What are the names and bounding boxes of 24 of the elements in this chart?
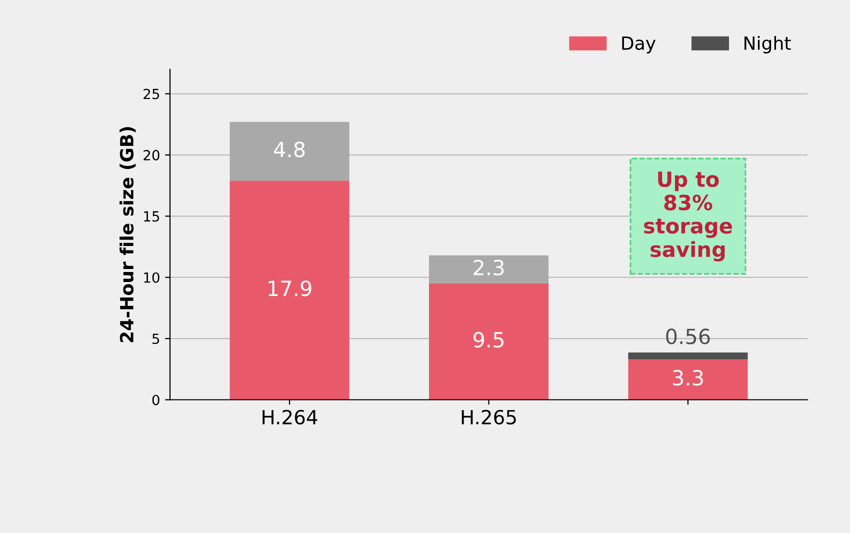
y-tick-label: 15 [144,211,160,222]
x-tick-label: H.264 [262,410,318,425]
y-tick-label: 10 [144,272,160,283]
data-label: 0.56 [666,328,710,344]
y-tick-label: 25 [144,88,160,100]
legend-label: Day [622,36,656,54]
bar [230,122,350,181]
x-tick-label: H.265 [462,410,516,425]
data-label: 9.5 [473,332,504,348]
data-label: 3.3 [672,370,703,386]
bar [428,283,549,400]
data-label: 2.3 [474,260,504,276]
data-label: 17.9 [268,280,312,296]
annotation: Up to 83% storage saving [644,172,732,262]
y-tick-label: 20 [144,150,160,160]
y-axis-title: 24-Hour file size (GB) [120,127,136,342]
bar [230,180,350,400]
y-tick-label: 5 [152,334,160,344]
legend-label: Night [744,36,791,54]
bar [628,359,748,400]
bar [428,255,549,284]
y-tick-label: 0 [152,394,160,406]
bar [628,352,748,360]
data-label: 4.8 [274,142,305,158]
